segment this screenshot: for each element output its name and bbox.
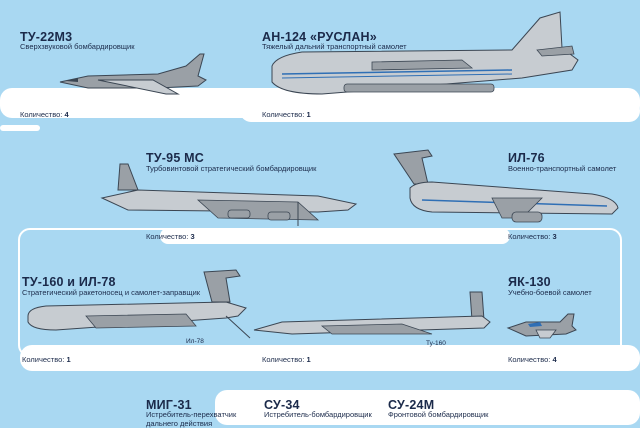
aircraft-desc: Турбовинтовой стратегический бомбардиров… [146, 164, 317, 173]
quantity-text: Количество: 4 [20, 110, 69, 119]
panel-row-1b [240, 100, 640, 122]
aircraft-name: АН-124 «РУСЛАН» [262, 30, 377, 44]
strategic-bomber-icon [253, 291, 491, 335]
callout-il78: Ил-78 [186, 338, 204, 345]
tanker-aircraft-icon [27, 269, 251, 339]
panel-row-4 [215, 390, 640, 425]
aircraft-desc: Истребитель-перехватчик дальнего действи… [146, 410, 237, 428]
aircraft-name: ТУ-22М3 [20, 30, 73, 44]
aircraft-name: МИГ-31 [146, 398, 192, 412]
heavy-transport-icon [271, 11, 579, 95]
panel-row-3 [20, 345, 640, 371]
panel-row-2 [160, 228, 510, 244]
aircraft-desc: Учебно-боевой самолет [508, 288, 592, 297]
aircraft-name: СУ-34 [264, 398, 300, 412]
quantity-text: Количество: 1 [262, 110, 311, 119]
aircraft-name: ТУ-95 МС [146, 151, 204, 165]
aircraft-desc: Фронтовой бомбардировщик [388, 410, 489, 419]
outline-row-3 [18, 228, 622, 357]
trainer-jet-icon [506, 313, 577, 339]
aircraft-name: СУ-24М [388, 398, 435, 412]
quantity-text: Количество: 4 [508, 355, 557, 364]
military-transport-icon [393, 149, 619, 223]
quantity-text: Количество: 3 [508, 232, 557, 241]
aircraft-desc: Истребитель-бомбардировщик [264, 410, 372, 419]
aircraft-desc: Сверхзвуковой бомбардировщик [20, 42, 135, 51]
aircraft-desc: Тяжелый дальний транспортный самолет [262, 42, 407, 51]
quantity-text: Количество: 1 [262, 355, 311, 364]
quantity-text: Количество: 3 [146, 232, 195, 241]
aircraft-name: ЯК-130 [508, 275, 551, 289]
aircraft-desc: Военно-транспортный самолет [508, 164, 617, 173]
aircraft-name: ТУ-160 и ИЛ-78 [22, 275, 116, 289]
panel-left-strip [0, 125, 40, 131]
supersonic-bomber-icon [59, 53, 207, 95]
aircraft-name: ИЛ-76 [508, 151, 545, 165]
turboprop-bomber-icon [100, 163, 358, 226]
aircraft-desc: Стратегический ракетоносец и самолет-зап… [22, 288, 201, 297]
quantity-text: Количество: 1 [22, 355, 71, 364]
callout-tu160: Ту-160 [426, 340, 446, 347]
